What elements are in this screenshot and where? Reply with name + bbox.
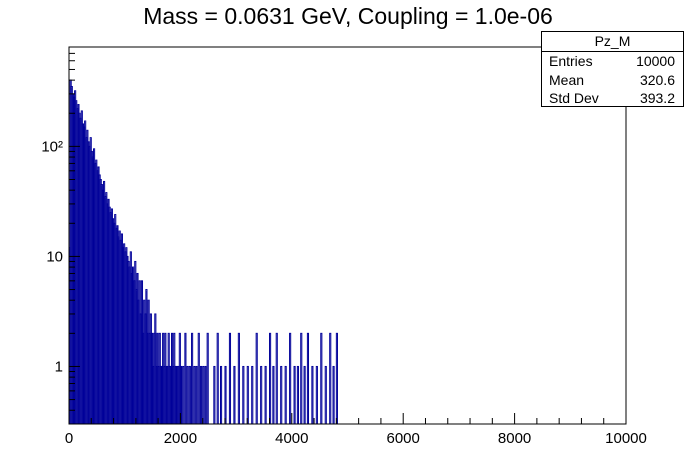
stats-row-stddev: Std Dev 393.2 <box>542 89 683 108</box>
histogram-bin <box>251 365 254 425</box>
histogram-bin <box>255 332 258 425</box>
histogram-bins <box>68 79 338 425</box>
stats-value: 393.2 <box>639 90 675 106</box>
histogram-bin <box>186 365 189 425</box>
stats-box: Pz_M Entries 10000 Mean 320.6 Std Dev 39… <box>541 31 684 107</box>
histogram-bin <box>311 365 314 425</box>
y-tick-label: 1 <box>55 358 63 375</box>
histogram-bin <box>224 365 227 425</box>
y-tick-label: 10 <box>46 248 63 265</box>
chart-title: Mass = 0.0631 GeV, Coupling = 1.0e-06 <box>143 3 553 29</box>
stats-label: Mean <box>549 71 585 88</box>
histogram-bin <box>197 332 200 425</box>
stats-row-entries: Entries 10000 <box>542 52 683 71</box>
histogram-bin <box>335 332 338 425</box>
stats-title: Pz_M <box>542 32 683 52</box>
stats-value: 10000 <box>636 53 675 69</box>
histogram-bin <box>280 365 283 425</box>
histogram-bin <box>332 365 335 425</box>
histogram-bin <box>182 365 185 425</box>
histogram-bin <box>184 332 187 425</box>
histogram-bin <box>275 332 278 425</box>
histogram-bin <box>191 332 194 425</box>
y-axis: 1 10 10² <box>41 46 80 425</box>
y-tick-label: 10² <box>41 138 63 155</box>
histogram-bin <box>315 365 318 425</box>
histogram-bin <box>303 365 306 425</box>
histogram-bin <box>320 332 323 425</box>
histogram-bin <box>237 332 240 425</box>
histogram-bin <box>220 365 223 425</box>
stats-label: Std Dev <box>549 90 599 106</box>
histogram-bin <box>216 332 219 425</box>
histogram-bin <box>329 332 332 425</box>
histogram-bin <box>264 365 267 425</box>
histogram-bin <box>206 332 209 425</box>
histogram-bin <box>242 365 245 425</box>
histogram-bin <box>293 365 296 425</box>
x-tick-label: 4000 <box>275 430 308 447</box>
histogram-bin <box>306 332 310 425</box>
x-tick-label: 10000 <box>605 430 647 447</box>
histogram-bin <box>188 365 191 425</box>
histogram-bin <box>193 365 196 425</box>
histogram-bin <box>195 365 198 425</box>
histogram-bin <box>300 332 303 425</box>
plot-frame <box>68 46 627 425</box>
x-tick-label: 6000 <box>387 430 420 447</box>
histogram-bin <box>204 365 207 425</box>
x-tick-label: 8000 <box>498 430 531 447</box>
histogram-bin <box>324 365 327 425</box>
stats-label: Entries <box>549 53 593 69</box>
histogram-bin <box>272 365 275 425</box>
histogram-bin <box>233 365 236 425</box>
histogram-bin <box>202 365 205 425</box>
stats-value: 320.6 <box>639 71 675 88</box>
histogram-bin <box>199 365 203 425</box>
histogram-bin <box>260 365 263 425</box>
histogram-bin <box>269 332 272 425</box>
histogram-bin <box>246 365 249 425</box>
x-axis: 0 2000 4000 6000 8000 10000 <box>65 413 647 447</box>
histogram-bin <box>228 332 232 425</box>
x-tick-label: 2000 <box>164 430 197 447</box>
stats-row-mean: Mean 320.6 <box>542 71 683 90</box>
histogram-bin <box>213 365 216 425</box>
histogram-bin <box>284 365 287 425</box>
histogram-bin <box>289 332 292 425</box>
histogram-bin <box>296 365 299 425</box>
x-tick-label: 0 <box>65 430 73 447</box>
